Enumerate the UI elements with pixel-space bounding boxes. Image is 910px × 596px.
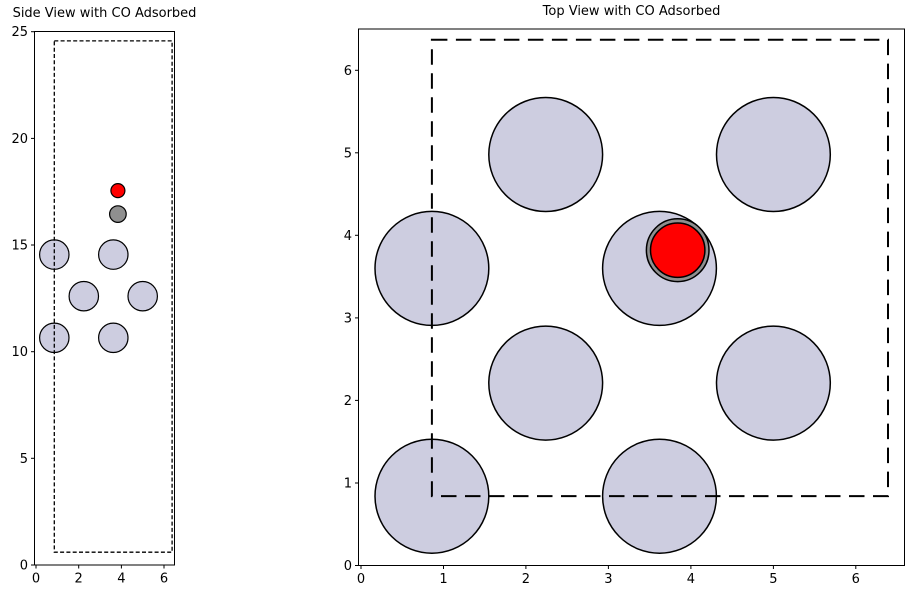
y-tick-label: 15 bbox=[11, 239, 28, 254]
x-tick-label: 6 bbox=[160, 572, 168, 587]
metal-atom bbox=[98, 322, 129, 354]
y-tick-label: 0 bbox=[20, 559, 28, 574]
metal-atom bbox=[488, 96, 604, 213]
metal-atom bbox=[127, 280, 158, 312]
y-tick-label: 1 bbox=[344, 477, 352, 492]
x-tick-label: 2 bbox=[75, 572, 83, 587]
metal-atom bbox=[715, 96, 832, 213]
y-tick-label: 6 bbox=[344, 64, 352, 79]
x-tick-label: 5 bbox=[769, 572, 777, 587]
y-tick-label: 5 bbox=[344, 146, 352, 161]
y-tick-label: 3 bbox=[344, 311, 352, 326]
top-view-title: Top View with CO Adsorbed bbox=[542, 4, 721, 19]
x-tick-label: 1 bbox=[439, 572, 447, 587]
y-tick-label: 2 bbox=[344, 394, 352, 409]
metal-atom bbox=[488, 325, 604, 441]
metal-atom bbox=[68, 280, 100, 312]
x-tick-label: 4 bbox=[687, 572, 695, 587]
unit-cell-boundary bbox=[430, 38, 889, 498]
x-tick-label: 0 bbox=[357, 572, 365, 587]
oxygen-atom bbox=[649, 222, 706, 279]
carbon-atom bbox=[108, 205, 127, 224]
metal-atom bbox=[715, 325, 832, 441]
side-view-title: Side View with CO Adsorbed bbox=[12, 6, 197, 21]
y-tick-label: 4 bbox=[344, 229, 352, 244]
x-tick-label: 4 bbox=[117, 572, 125, 587]
axes-frame bbox=[34, 31, 175, 566]
unit-cell-boundary bbox=[53, 40, 173, 553]
x-tick-label: 6 bbox=[852, 572, 860, 587]
x-tick-label: 0 bbox=[32, 572, 40, 587]
y-tick-label: 5 bbox=[20, 452, 28, 467]
x-tick-label: 2 bbox=[522, 572, 530, 587]
y-tick-label: 20 bbox=[11, 132, 28, 147]
axes-frame bbox=[358, 28, 905, 566]
y-tick-label: 0 bbox=[344, 559, 352, 574]
y-tick-label: 25 bbox=[11, 25, 28, 40]
x-tick-label: 3 bbox=[604, 572, 612, 587]
metal-atom bbox=[98, 239, 129, 270]
y-tick-label: 10 bbox=[11, 345, 28, 360]
oxygen-atom bbox=[110, 183, 126, 199]
